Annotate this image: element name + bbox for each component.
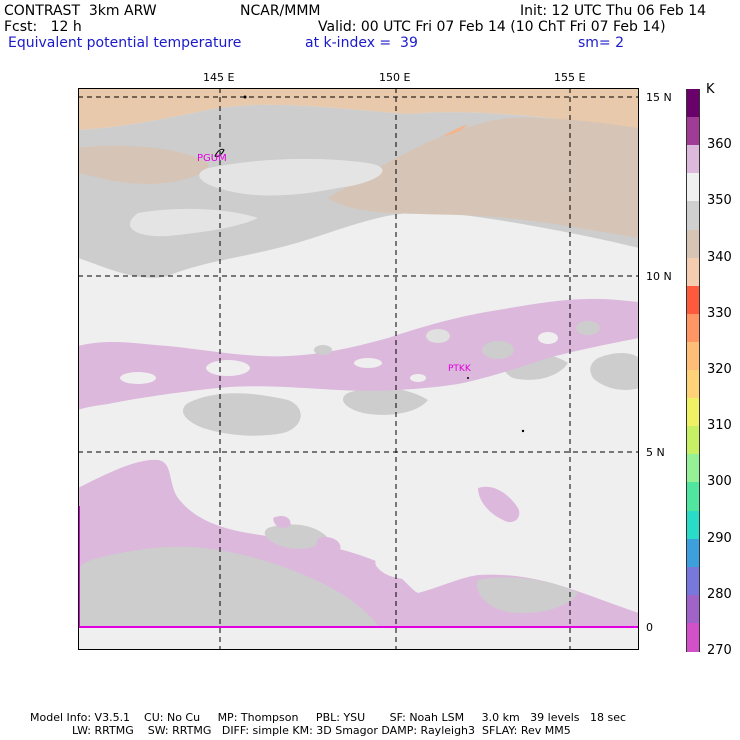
tan-patch-west — [78, 145, 209, 184]
gray-blob-mid-west — [183, 393, 301, 436]
violet-hole-4 — [426, 329, 450, 343]
gray-blob-south-east — [477, 577, 578, 614]
colorbar-swatch — [686, 510, 700, 540]
center-name: NCAR/MMM — [240, 3, 321, 19]
light-gap-south — [375, 554, 448, 580]
violet-hole-7 — [576, 321, 600, 335]
lat-label-0: 0 — [646, 621, 653, 634]
violet-hole-8 — [314, 345, 332, 355]
tan-region-north — [78, 88, 639, 130]
colorbar-swatch — [686, 257, 700, 287]
colorbar-swatch — [686, 341, 700, 371]
valid-time: Valid: 00 UTC Fri 07 Feb 14 (10 ChT Fri … — [318, 19, 666, 35]
violet-band-7n — [78, 298, 639, 410]
violet-streak-3 — [273, 515, 291, 528]
station-label-pgum: PGUM — [197, 153, 227, 164]
init-time: Init: 12 UTC Thu 06 Feb 14 — [520, 3, 707, 19]
colorbar — [686, 89, 700, 652]
colorbar-swatch — [686, 482, 700, 512]
lon-label-155: 155 E — [554, 71, 586, 84]
colorbar-swatch — [686, 145, 700, 175]
lat-label-10n: 10 N — [646, 270, 672, 283]
colorbar-swatch — [686, 89, 700, 118]
colorbar-swatch — [686, 370, 700, 399]
light-streak — [199, 158, 383, 196]
colorbar-swatch — [686, 285, 700, 315]
forecast-hour: Fcst: 12 h — [4, 19, 82, 35]
colorbar-tick-label: 300 — [707, 474, 732, 490]
colorbar-swatch — [686, 566, 700, 596]
colorbar-tick-label: 270 — [707, 643, 732, 658]
smoothing-label: sm= 2 — [578, 35, 625, 51]
tan-patch-east — [328, 117, 639, 238]
violet-streak-1 — [478, 486, 520, 523]
violet-hole-3 — [354, 358, 382, 368]
colorbar-tick-label: 330 — [707, 305, 732, 321]
lon-label-150: 150 E — [379, 71, 411, 84]
colorbar-swatch — [686, 426, 700, 456]
model-info-line1: Model Info: V3.5.1 CU: No Cu MP: Thompso… — [30, 711, 627, 724]
map-frame — [78, 88, 639, 650]
colorbar-tick-label: 340 — [707, 249, 732, 265]
violet-hole-1 — [120, 372, 156, 384]
lon-label-145: 145 E — [203, 71, 235, 84]
theta-e-map: PGUM PTKK — [78, 88, 639, 650]
model-info-line2: LW: RRTMG SW: RRTMG DIFF: simple KM: 3D … — [30, 724, 571, 737]
island-dot-ptkk — [467, 377, 469, 379]
warm-sliver — [443, 124, 468, 136]
colorbar-swatch — [686, 538, 700, 568]
colorbar-swatch — [686, 229, 700, 259]
colorbar-tick-label: 350 — [707, 193, 732, 209]
colorbar-swatch — [686, 594, 700, 624]
model-title: CONTRAST 3km ARW — [4, 3, 157, 19]
colorbar-tick-label: 310 — [707, 418, 732, 434]
violet-hole-5 — [482, 341, 514, 359]
level-label: at k-index = 39 — [305, 35, 418, 51]
lat-label-5n: 5 N — [646, 446, 665, 459]
island-dot-east — [521, 429, 525, 433]
colorbar-swatch — [686, 313, 700, 343]
violet-hole-9 — [410, 374, 426, 382]
colorbar-tick-label: 290 — [707, 530, 732, 546]
gray-region-south — [78, 546, 378, 627]
light-streak-2 — [129, 208, 258, 237]
colorbar-swatch — [686, 173, 700, 203]
grid-lines — [78, 88, 639, 650]
guam-coastline — [214, 148, 225, 157]
lat-label-15n: 15 N — [646, 91, 672, 104]
colorbar-unit: K — [706, 82, 715, 97]
colorbar-swatch — [686, 622, 700, 652]
island-dot-north — [243, 95, 247, 99]
colorbar-tick-label: 280 — [707, 586, 732, 602]
gray-blob-south-mid — [264, 524, 328, 549]
colorbar-swatch — [686, 201, 700, 231]
colorbar-tick-label: 320 — [707, 362, 732, 377]
station-label-ptkk: PTKK — [448, 364, 472, 374]
field-name: Equivalent potential temperature — [8, 35, 242, 51]
colorbar-swatch — [686, 454, 700, 484]
colorbar-swatch — [686, 398, 700, 428]
violet-hole-6 — [538, 332, 558, 344]
gray-blob-mid-east — [590, 353, 639, 390]
colorbar-swatch — [686, 117, 700, 147]
colorbar-tick-label: 360 — [707, 137, 732, 153]
gray-blob-mid-center — [343, 387, 428, 415]
violet-streak-2 — [316, 537, 341, 554]
violet-hole-2 — [206, 360, 250, 376]
